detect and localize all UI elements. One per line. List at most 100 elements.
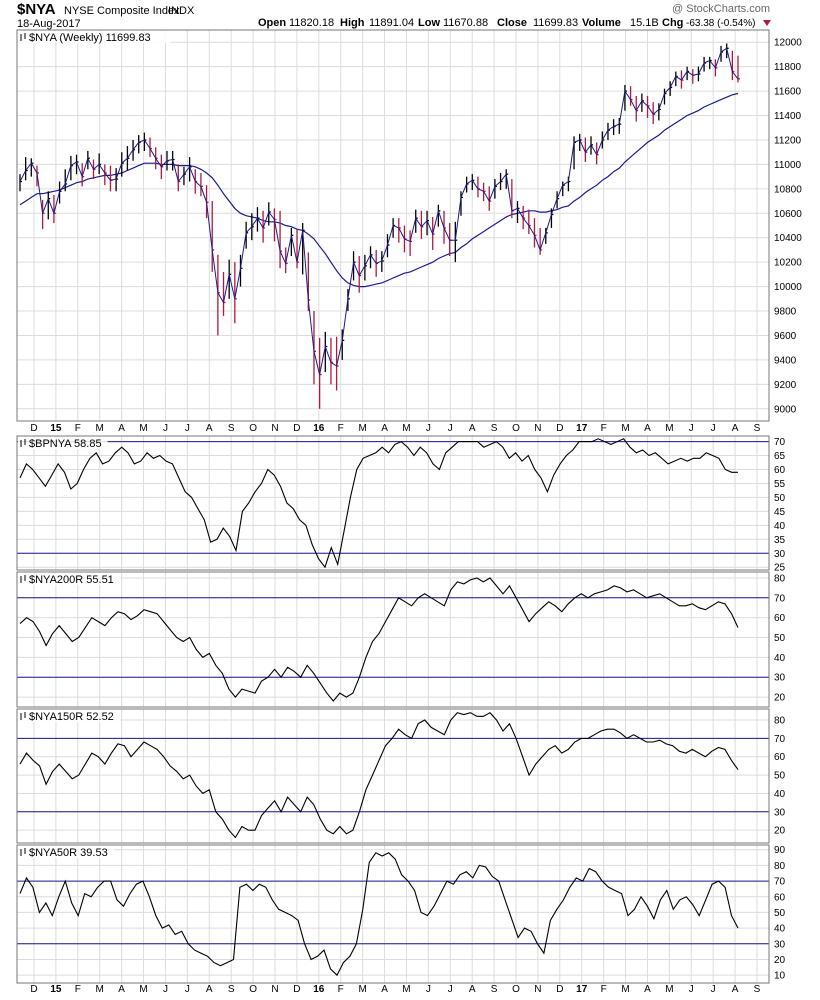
- panel-border: [16, 435, 770, 571]
- y-tick-label: 50: [774, 771, 786, 782]
- x-tick-label: J: [689, 984, 694, 995]
- panel-title: $NYA50R 39.53: [29, 847, 108, 859]
- exchange-label: INDX: [168, 5, 195, 17]
- high-label: High: [340, 17, 365, 29]
- y-tick-label: 90: [774, 845, 786, 856]
- y-tick-label: 20: [774, 693, 786, 704]
- low-label: Low: [418, 17, 440, 29]
- x-tick-label: A: [469, 423, 476, 434]
- x-tick-label: S: [228, 984, 235, 995]
- x-tick-label: F: [338, 423, 344, 434]
- y-tick-label: 10: [774, 971, 786, 982]
- y-tick-label: 9000: [774, 404, 797, 415]
- y-tick-label: 30: [774, 673, 786, 684]
- x-tick-label: M: [621, 423, 629, 434]
- y-tick-label: 80: [774, 716, 786, 727]
- x-tick-label: 17: [576, 984, 588, 995]
- x-tick-label: 15: [50, 423, 62, 434]
- x-tick-label: F: [75, 423, 81, 434]
- x-tick-label: A: [469, 984, 476, 995]
- y-tick-label: 45: [774, 507, 786, 518]
- y-tick-label: 10200: [774, 258, 802, 269]
- x-tick-label: J: [448, 423, 453, 434]
- panel-background: [17, 845, 769, 983]
- panel-background: [17, 572, 769, 707]
- y-tick-label: 70: [774, 593, 786, 604]
- x-tick-label: J: [185, 423, 190, 434]
- x-tick-label: D: [556, 423, 563, 434]
- x-tick-label: A: [381, 423, 388, 434]
- x-tick-label: F: [601, 423, 607, 434]
- indicator-icon: [20, 439, 26, 447]
- x-tick-label: M: [358, 423, 366, 434]
- x-tick-label: M: [402, 423, 410, 434]
- x-tick-label: S: [491, 984, 498, 995]
- y-tick-label: 70: [774, 877, 786, 888]
- panel-border: [16, 844, 770, 984]
- index-name: NYSE Composite Index: [64, 5, 180, 17]
- panel-title-background: [18, 437, 108, 449]
- x-tick-label: M: [358, 984, 366, 995]
- x-tick-label: J: [163, 423, 168, 434]
- y-tick-label: 20: [774, 826, 786, 837]
- high-value: 11891.04: [369, 17, 414, 29]
- x-tick-label: S: [491, 423, 498, 434]
- open-value: 11820.18: [289, 17, 334, 29]
- indicator-icon: [20, 712, 26, 720]
- x-tick-label: J: [689, 423, 694, 434]
- y-tick-label: 20: [774, 955, 786, 966]
- down-arrow-icon: [763, 20, 771, 26]
- y-tick-label: 11000: [774, 160, 802, 171]
- panel-title-background: [18, 710, 121, 722]
- panel-background: [17, 709, 769, 843]
- x-tick-label: 16: [313, 423, 325, 434]
- chg-value: -63.38 (-0.54%): [686, 18, 755, 29]
- x-tick-label: J: [185, 984, 190, 995]
- x-tick-label: S: [754, 423, 761, 434]
- moving-average-line: [19, 92, 739, 288]
- chart-panel-2: 20 30 40 50 60 70 80 $NYA200R 55.51: [16, 571, 786, 708]
- y-tick-label: 12000: [774, 38, 802, 49]
- x-tick-label: M: [139, 984, 147, 995]
- x-tick-label: J: [711, 423, 716, 434]
- x-tick-label: A: [732, 984, 739, 995]
- y-tick-label: 55: [774, 479, 786, 490]
- x-tick-label: M: [96, 423, 104, 434]
- x-tick-label: A: [732, 423, 739, 434]
- x-tick-label: S: [754, 984, 761, 995]
- x-tick-label: N: [534, 984, 541, 995]
- y-tick-label: 65: [774, 451, 786, 462]
- indicator-line: [19, 577, 739, 702]
- chg-label: Chg: [662, 17, 683, 29]
- y-tick-label: 10600: [774, 209, 802, 220]
- y-tick-label: 10800: [774, 184, 802, 195]
- y-tick-label: 60: [774, 892, 786, 903]
- chart-panel-4: 10 20 30 40 50 60 70 80 90 $NYA50R 39.53: [16, 844, 786, 984]
- x-tick-label: M: [621, 984, 629, 995]
- y-tick-label: 80: [774, 861, 786, 872]
- y-tick-label: 9600: [774, 331, 797, 342]
- y-tick-label: 70: [774, 437, 786, 448]
- x-tick-label: J: [163, 984, 168, 995]
- close-value: 11699.83: [533, 17, 578, 29]
- x-tick-label: F: [601, 984, 607, 995]
- volume-label: Volume: [582, 17, 621, 29]
- x-tick-label: J: [426, 984, 431, 995]
- y-tick-label: 40: [774, 653, 786, 664]
- date-label: 18-Aug-2017: [17, 18, 81, 30]
- x-tick-label: N: [534, 423, 541, 434]
- panel-border: [16, 708, 770, 844]
- close-price-line: [19, 47, 739, 375]
- y-tick-label: 40: [774, 924, 786, 935]
- panel-title-background: [18, 573, 121, 585]
- x-tick-label: 15: [50, 984, 62, 995]
- y-tick-label: 30: [774, 549, 786, 560]
- y-tick-label: 11800: [774, 62, 802, 73]
- x-tick-label: M: [96, 984, 104, 995]
- x-tick-label: 16: [313, 984, 325, 995]
- panel-title: $NYA200R 55.51: [29, 574, 114, 586]
- x-tick-label: N: [271, 984, 278, 995]
- y-tick-label: 60: [774, 613, 786, 624]
- x-tick-label: O: [249, 423, 257, 434]
